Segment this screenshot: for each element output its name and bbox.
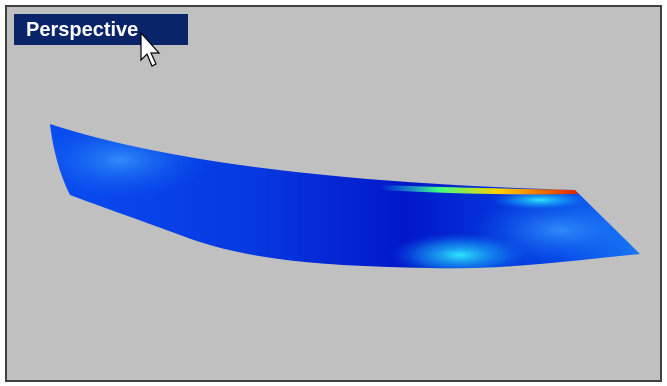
viewport-title[interactable]: Perspective [26,19,138,41]
viewport-canvas: Perspective [0,0,667,386]
viewport: Perspective [0,0,667,386]
